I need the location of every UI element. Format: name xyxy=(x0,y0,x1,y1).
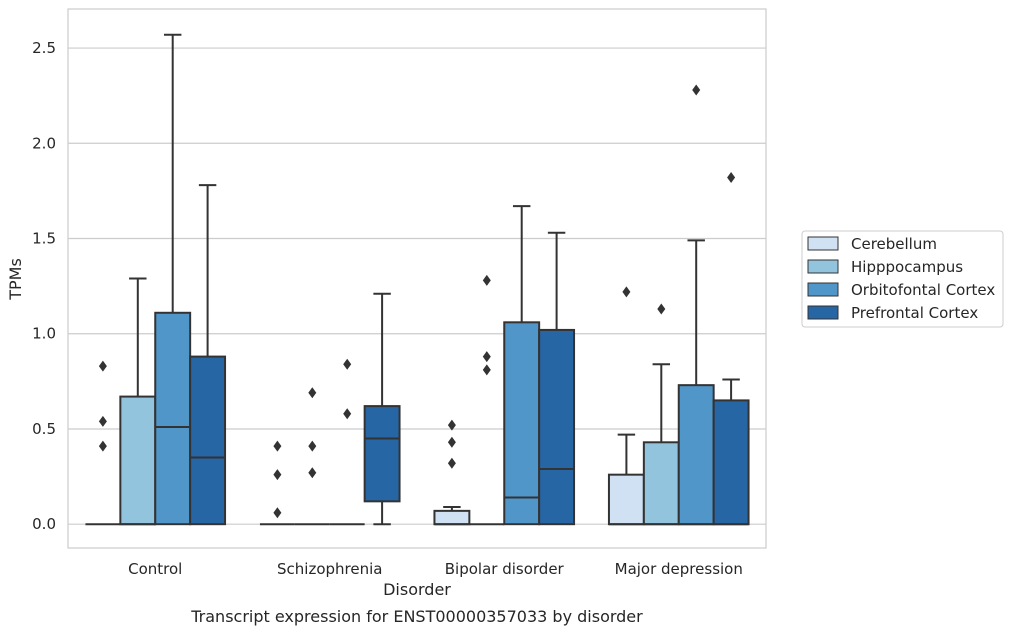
y-axis-title: TPMs xyxy=(6,258,25,301)
outlier-point xyxy=(343,408,352,420)
outlier-point xyxy=(98,360,107,372)
outlier-point xyxy=(98,440,107,452)
legend: Cerebellum Hipppocampus Orbitofontal Corte… xyxy=(801,230,1004,328)
legend-swatch xyxy=(807,259,839,274)
y-tick-label: 2.5 xyxy=(32,39,56,57)
box-hipppocampus xyxy=(642,303,680,526)
outlier-point xyxy=(447,436,456,448)
legend-label: Hipppocampus xyxy=(851,258,963,276)
box-cerebellum xyxy=(259,440,295,526)
outlier-point xyxy=(308,440,317,452)
outlier-point xyxy=(273,507,282,519)
box-iqr xyxy=(119,395,157,526)
box-hipppocampus xyxy=(119,277,157,526)
outlier-point xyxy=(308,467,317,479)
box-prefrontal-cortex xyxy=(189,184,227,526)
box-hipppocampus xyxy=(294,387,330,526)
box-iqr xyxy=(677,384,715,526)
box-hipppocampus xyxy=(469,274,505,526)
legend-swatch xyxy=(807,282,839,297)
outlier-point xyxy=(273,440,282,452)
legend-label: Cerebellum xyxy=(851,235,937,253)
chart-caption: Transcript expression for ENST0000035703… xyxy=(190,607,643,626)
outlier-point xyxy=(657,303,666,315)
box-iqr xyxy=(607,473,645,526)
y-tick-label: 0.0 xyxy=(32,515,56,533)
box-iqr xyxy=(154,311,192,526)
legend-label: Orbitofontal Cortex xyxy=(851,281,995,299)
box-iqr xyxy=(189,355,227,526)
box-cerebellum xyxy=(433,419,471,526)
x-tick-label: Major depression xyxy=(615,560,743,578)
box-orbitofontal-cortex xyxy=(677,84,715,526)
box-prefrontal-cortex xyxy=(538,231,576,526)
x-tick-label: Schizophrenia xyxy=(277,560,382,578)
outlier-point xyxy=(447,457,456,469)
y-tick-label: 1.0 xyxy=(32,325,56,343)
box-iqr xyxy=(433,509,471,526)
box-orbitofontal-cortex xyxy=(503,205,541,526)
x-tick-label: Control xyxy=(128,560,182,578)
box-prefrontal-cortex xyxy=(363,292,401,526)
box-iqr xyxy=(363,405,401,503)
box-orbitofontal-cortex xyxy=(154,33,192,526)
outlier-point xyxy=(692,84,701,96)
y-tick-labels: 0.0 0.5 1.0 1.5 2.0 2.5 xyxy=(32,39,56,533)
outlier-point xyxy=(273,469,282,481)
x-tick-label: Bipolar disorder xyxy=(445,560,565,578)
box-iqr xyxy=(712,399,750,526)
outlier-point xyxy=(727,172,736,184)
legend-frame xyxy=(801,230,1004,328)
boxes xyxy=(85,33,750,526)
outlier-point xyxy=(622,286,631,298)
x-axis-title: Disorder xyxy=(383,580,451,599)
outlier-point xyxy=(447,419,456,431)
y-tick-label: 0.5 xyxy=(32,420,56,438)
legend-swatch xyxy=(807,305,839,320)
outlier-point xyxy=(482,274,491,286)
box-prefrontal-cortex xyxy=(712,172,750,526)
box-iqr xyxy=(642,441,680,526)
outlier-point xyxy=(98,415,107,427)
outlier-point xyxy=(482,364,491,376)
box-orbitofontal-cortex xyxy=(329,358,365,526)
outlier-point xyxy=(482,351,491,363)
legend-label: Prefrontal Cortex xyxy=(851,304,978,322)
y-tick-label: 1.5 xyxy=(32,230,56,248)
legend-swatch xyxy=(807,236,839,251)
y-tick-label: 2.0 xyxy=(32,134,56,152)
x-tick-labels: Control Schizophrenia Bipolar disorder Majo… xyxy=(128,560,743,578)
box-iqr xyxy=(538,328,576,526)
outlier-point xyxy=(343,358,352,370)
outlier-point xyxy=(308,387,317,399)
box-iqr xyxy=(503,321,541,526)
box-cerebellum xyxy=(85,360,121,526)
